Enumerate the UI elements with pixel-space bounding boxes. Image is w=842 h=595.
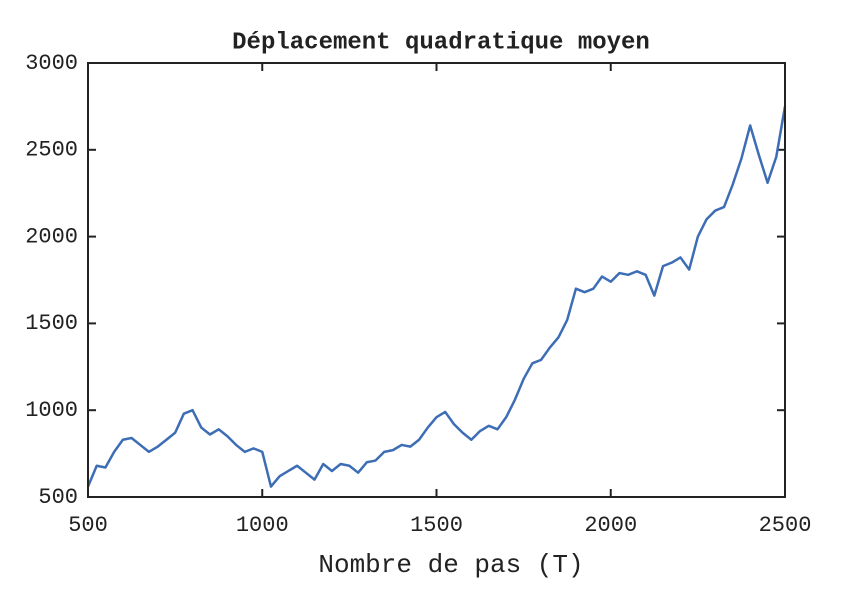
x-tick-label: 2000 <box>584 513 637 538</box>
x-tick-label: 2500 <box>759 513 812 538</box>
data-line <box>86 106 787 488</box>
x-tick-label: 1000 <box>236 513 289 538</box>
x-tick-label: 500 <box>68 513 108 538</box>
y-tick-label: 1500 <box>25 311 78 336</box>
plot-frame <box>87 62 786 498</box>
y-tick-label: 2000 <box>25 224 78 249</box>
y-tick-label: 500 <box>38 485 78 510</box>
y-tick-label: 3000 <box>25 51 78 76</box>
chart-title: Déplacement quadratique moyen <box>232 29 650 56</box>
x-axis-label: Nombre de pas (T) <box>318 550 583 580</box>
y-tick-label: 1000 <box>25 398 78 423</box>
y-tick-label: 2500 <box>25 138 78 163</box>
x-tick-label: 1500 <box>410 513 463 538</box>
